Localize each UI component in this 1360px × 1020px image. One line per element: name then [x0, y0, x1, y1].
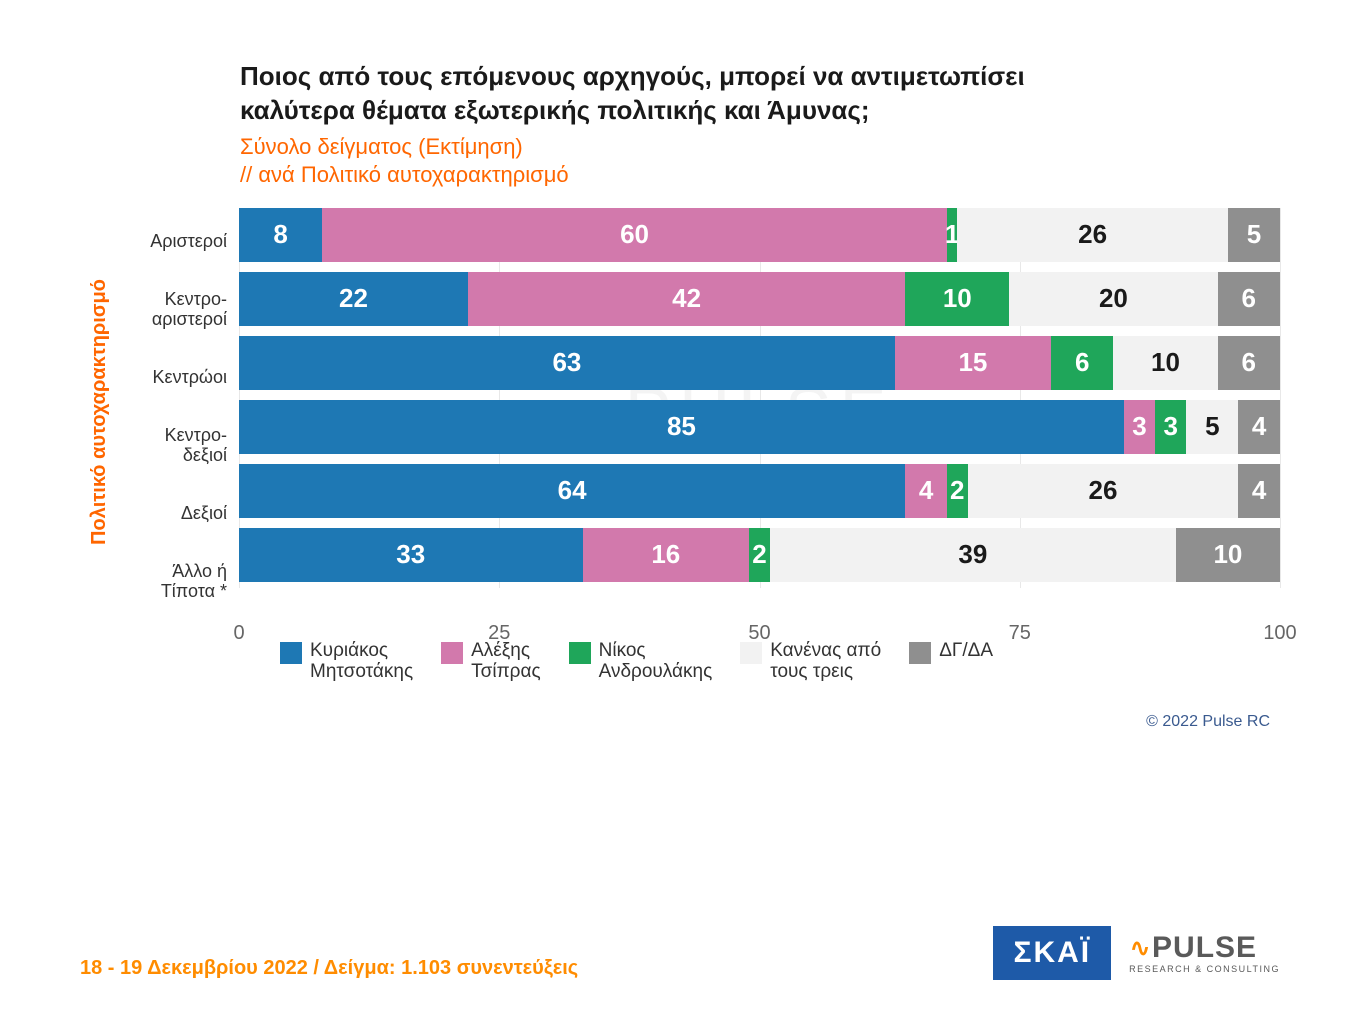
bar-row: 8601265 — [239, 208, 1280, 262]
bar-segment: 3 — [1124, 400, 1155, 454]
bar-segment: 15 — [895, 336, 1051, 390]
bar-segment: 5 — [1228, 208, 1280, 262]
title-line1: Ποιος από τους επόμενους αρχηγούς, μπορε… — [240, 61, 1025, 91]
pulse-logo-main: PULSE — [1152, 931, 1257, 964]
bar-segment: 2 — [749, 528, 770, 582]
bar-row: 853354 — [239, 400, 1280, 454]
bar-segment: 4 — [1238, 464, 1280, 518]
bar-segment: 39 — [770, 528, 1176, 582]
chart-title: Ποιος από τους επόμενους αρχηγούς, μπορε… — [240, 60, 1280, 128]
bar-row: 224210206 — [239, 272, 1280, 326]
ylabel: Κεντρο-δεξιοί — [119, 414, 227, 478]
xtick: 75 — [1009, 622, 1031, 645]
bar-row: 331623910 — [239, 528, 1280, 582]
bar-segment: 10 — [1176, 528, 1280, 582]
pulse-logo-text: ∿ PULSE — [1152, 933, 1257, 963]
footer: 18 - 19 Δεκεμβρίου 2022 / Δείγμα: 1.103 … — [80, 926, 1280, 980]
pulse-wave-icon: ∿ — [1130, 937, 1151, 961]
pulse-logo-sub: RESEARCH & CONSULTING — [1129, 965, 1280, 974]
bar-segment: 64 — [239, 464, 905, 518]
xaxis: 0255075100 — [239, 622, 1280, 650]
ylabel: Άλλο ήΤίποτα * — [119, 550, 227, 614]
pulse-logo: ∿ PULSE RESEARCH & CONSULTING — [1129, 933, 1280, 974]
plot-area: PULSE RESEARCH & CONSULTING 860126522421… — [239, 208, 1280, 616]
copyright: © 2022 Pulse RC — [80, 713, 1270, 731]
bar-segment: 4 — [1238, 400, 1280, 454]
yaxis-title: Πολιτικό αυτοχαρακτηρισμό — [80, 208, 119, 616]
bar-segment: 33 — [239, 528, 583, 582]
chart-subtitle1: Σύνολο δείγματος (Εκτίμηση) — [240, 134, 1280, 160]
bar-row: 6442264 — [239, 464, 1280, 518]
chart-area: Πολιτικό αυτοχαρακτηρισμό ΑριστεροίΚεντρ… — [80, 208, 1280, 616]
chart-subtitle2: // ανά Πολιτικό αυτοχαρακτηρισμό — [240, 162, 1280, 188]
bar-segment: 6 — [1218, 272, 1280, 326]
bar-segment: 60 — [322, 208, 947, 262]
ylabel: Αριστεροί — [119, 210, 227, 274]
bar-segment: 6 — [1218, 336, 1280, 390]
ylabel: Κεντρώοι — [119, 346, 227, 410]
bar-segment: 4 — [905, 464, 947, 518]
yaxis-labels: ΑριστεροίΚεντρο-αριστεροίΚεντρώοιΚεντρο-… — [119, 208, 239, 616]
xtick: 100 — [1263, 622, 1296, 645]
title-line2: καλύτερα θέματα εξωτερικής πολιτικής και… — [240, 95, 870, 125]
bar-segment: 10 — [905, 272, 1009, 326]
bar-segment: 22 — [239, 272, 468, 326]
bar-segment: 85 — [239, 400, 1124, 454]
bar-segment: 1 — [947, 208, 957, 262]
footer-date: 18 - 19 Δεκεμβρίου 2022 / Δείγμα: 1.103 … — [80, 957, 578, 980]
bar-segment: 63 — [239, 336, 895, 390]
xtick: 50 — [748, 622, 770, 645]
skai-logo: ΣΚΑΪ — [993, 926, 1111, 980]
bar-segment: 26 — [968, 464, 1239, 518]
bar-row: 63156106 — [239, 336, 1280, 390]
xtick: 25 — [488, 622, 510, 645]
bar-segment: 10 — [1113, 336, 1217, 390]
bar-segment: 2 — [947, 464, 968, 518]
bar-segment: 3 — [1155, 400, 1186, 454]
ylabel: Δεξιοί — [119, 482, 227, 546]
bar-segment: 16 — [583, 528, 750, 582]
xtick: 0 — [233, 622, 244, 645]
bar-segment: 20 — [1009, 272, 1217, 326]
bars-container: 8601265224210206631561068533546442264331… — [239, 208, 1280, 616]
bar-segment: 5 — [1186, 400, 1238, 454]
footer-logos: ΣΚΑΪ ∿ PULSE RESEARCH & CONSULTING — [993, 926, 1280, 980]
gridline — [1280, 208, 1281, 588]
bar-segment: 6 — [1051, 336, 1113, 390]
ylabel: Κεντρο-αριστεροί — [119, 278, 227, 342]
bar-segment: 26 — [957, 208, 1228, 262]
bar-segment: 42 — [468, 272, 905, 326]
bar-segment: 8 — [239, 208, 322, 262]
chart-header: Ποιος από τους επόμενους αρχηγούς, μπορε… — [240, 60, 1280, 188]
